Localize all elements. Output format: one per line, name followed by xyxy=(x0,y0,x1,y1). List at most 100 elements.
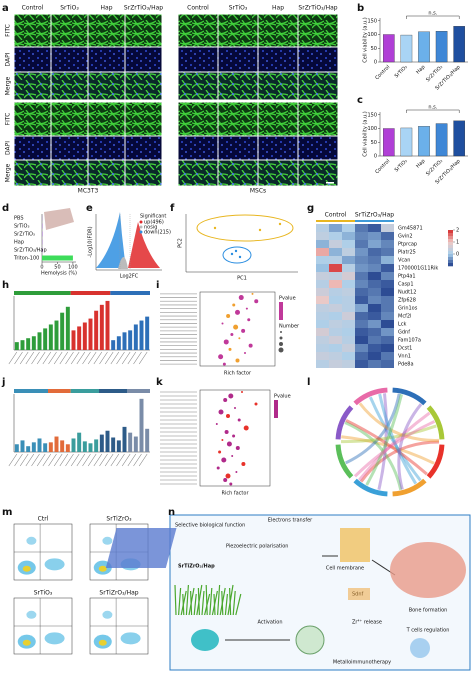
group-bar xyxy=(355,220,394,222)
heatmap-cell xyxy=(316,312,329,320)
category-label: PBS xyxy=(14,216,24,222)
bar xyxy=(37,438,42,452)
term-label xyxy=(59,453,69,467)
dot xyxy=(235,358,240,363)
heatmap-cell xyxy=(355,352,368,360)
x-axis-label: Log2FC xyxy=(120,274,139,280)
population-core xyxy=(98,565,107,572)
micrograph xyxy=(88,72,125,100)
heatmap-cell xyxy=(355,280,368,288)
sample-point xyxy=(238,255,242,259)
micrograph xyxy=(14,14,51,47)
heatmap-cell xyxy=(316,296,329,304)
heatmap-cell xyxy=(316,288,329,296)
bar xyxy=(122,426,127,452)
grass xyxy=(193,593,197,616)
group-strip xyxy=(99,389,128,393)
colorbar-step xyxy=(448,254,453,258)
legend-label: nosig xyxy=(144,225,157,231)
colorbar-step xyxy=(448,257,453,261)
bar xyxy=(128,432,133,452)
colorbar-step xyxy=(448,230,453,234)
heatmap-cell xyxy=(329,288,342,296)
micrograph xyxy=(125,14,162,47)
term-label xyxy=(36,351,46,365)
heatmap-cell xyxy=(316,304,329,312)
dot xyxy=(232,303,236,307)
gene-label: Ptprcap xyxy=(398,242,417,248)
heatmap-cell xyxy=(342,344,355,352)
term-label xyxy=(65,453,74,467)
bracket xyxy=(406,109,460,113)
bar xyxy=(453,26,465,63)
column-header: SrZrTiO₃/Hap xyxy=(298,5,337,12)
term-label xyxy=(42,453,52,467)
micrograph xyxy=(88,160,125,186)
term-label xyxy=(116,453,125,467)
x-tick-label: Hap xyxy=(415,64,426,75)
grass xyxy=(221,590,224,616)
bar xyxy=(14,444,19,452)
chord-ribbon xyxy=(359,440,440,483)
heatmap-cell xyxy=(329,344,342,352)
micrograph xyxy=(125,136,162,160)
heatmap-cell xyxy=(368,240,381,248)
colorbar-label: 0 xyxy=(456,252,459,258)
bar xyxy=(71,330,76,350)
chord-ribbon xyxy=(345,418,428,476)
bar xyxy=(418,31,430,63)
micrograph xyxy=(88,102,125,136)
gene-label: Gvin2 xyxy=(398,234,413,240)
gene-label: Grin1os xyxy=(398,306,418,312)
term-label xyxy=(70,453,80,467)
bar xyxy=(14,342,19,350)
grass xyxy=(205,584,208,616)
heatmap-cell xyxy=(381,304,394,312)
bar xyxy=(435,31,448,63)
legend-title: Number xyxy=(279,324,300,330)
heatmap-cell xyxy=(381,232,394,240)
micrograph xyxy=(88,47,125,72)
panel-label: d xyxy=(2,203,9,214)
panel-label: b xyxy=(357,3,364,14)
column-header: Control xyxy=(22,5,44,12)
heatmap-cell xyxy=(368,312,381,320)
micrograph xyxy=(218,14,258,47)
micrograph xyxy=(258,72,298,100)
plot-title: SrTiZrO₃/Hap xyxy=(99,590,138,597)
heatmap-cell xyxy=(368,296,381,304)
heatmap-cell xyxy=(355,264,368,272)
heatmap-cell xyxy=(342,336,355,344)
grass xyxy=(185,584,189,616)
bar xyxy=(99,304,104,350)
heatmap-cell xyxy=(355,224,368,232)
x-axis-label: Rich factor xyxy=(221,491,249,497)
cluster xyxy=(222,246,252,264)
heatmap-cell xyxy=(368,320,381,328)
heatmap-cell xyxy=(381,320,394,328)
dot xyxy=(254,402,258,406)
bone xyxy=(390,542,466,598)
chord-ribbon xyxy=(345,393,401,465)
micrograph xyxy=(298,47,338,72)
term-label xyxy=(93,453,103,467)
heatmap-cell xyxy=(368,328,381,336)
legend-swatch xyxy=(139,220,143,224)
bar xyxy=(31,442,36,452)
population-core xyxy=(98,639,107,646)
bar xyxy=(43,443,48,452)
bar xyxy=(54,436,59,452)
heatmap-cell xyxy=(316,232,329,240)
bar xyxy=(111,340,116,350)
heatmap-cell xyxy=(316,256,329,264)
dot xyxy=(223,339,229,345)
panel-label: f xyxy=(170,203,175,214)
gene-label: Gdnf xyxy=(398,330,410,336)
chord-ribbon xyxy=(341,435,435,465)
chord-arc xyxy=(426,444,445,479)
term-label xyxy=(87,351,97,365)
bar xyxy=(133,324,138,350)
heatmap-cell xyxy=(368,280,381,288)
y-axis-label: Cell viability (a.u.) xyxy=(363,111,369,157)
chord-ribbon xyxy=(377,393,388,491)
